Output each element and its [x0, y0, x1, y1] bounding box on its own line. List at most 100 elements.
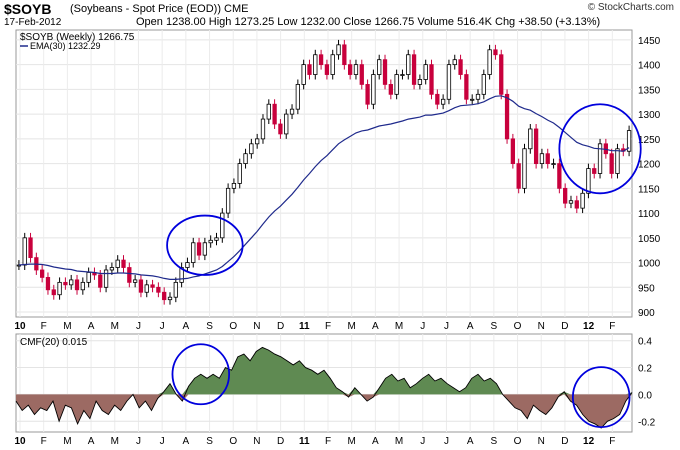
candle-body	[231, 182, 237, 189]
candle-body	[225, 187, 231, 214]
candle-body	[586, 168, 591, 194]
price-x-tick-label: A	[372, 321, 379, 332]
candle-body	[162, 291, 167, 301]
candle	[528, 124, 533, 154]
candle	[103, 265, 109, 293]
candle-body	[109, 267, 115, 271]
candle	[568, 195, 574, 209]
cmf-legend: CMF(20) 0.015	[20, 337, 88, 348]
candle-body	[255, 138, 260, 145]
price-y-tick-label: 1400	[638, 61, 661, 72]
highlight-circles	[166, 103, 642, 276]
cmf-x-tick-label: F	[325, 436, 331, 447]
candle	[295, 79, 300, 115]
price-y-tick-label: 1150	[638, 184, 660, 195]
candle	[510, 133, 516, 169]
price-x-tick-label: S	[206, 321, 213, 332]
candle	[214, 232, 219, 246]
candle-body	[86, 272, 91, 283]
candle	[74, 274, 80, 295]
candle	[417, 74, 423, 90]
price-y-tick-label: 1100	[638, 209, 660, 220]
candle-body	[464, 74, 469, 100]
candle-body	[388, 84, 393, 95]
price-x-tick-label: O	[514, 321, 522, 332]
candle-body	[417, 79, 423, 85]
candle-body	[295, 84, 300, 110]
highlight-circle	[558, 103, 642, 195]
candle	[260, 114, 266, 144]
candle	[225, 183, 231, 219]
candle	[237, 158, 242, 189]
candle-body	[510, 138, 516, 165]
candle-body	[528, 128, 533, 150]
candle-body	[208, 239, 213, 244]
price-x-tick-label: N	[538, 321, 545, 332]
candle	[266, 99, 271, 125]
candle-body	[557, 163, 562, 189]
highlight-circle	[166, 214, 244, 276]
price-x-tick-label: A	[183, 321, 190, 332]
candle-body	[626, 130, 632, 152]
price-x-tick-label: 11	[299, 321, 310, 332]
candle	[545, 148, 550, 169]
candle-body	[127, 267, 132, 283]
candle	[249, 138, 254, 159]
cmf-highlight-circle	[171, 343, 231, 406]
candle-body	[237, 163, 242, 184]
candle	[406, 49, 411, 80]
candle	[127, 262, 132, 288]
candle	[324, 59, 330, 80]
candle-body	[336, 44, 341, 56]
candle-body	[545, 153, 550, 165]
candle	[429, 59, 434, 100]
candle-body	[272, 103, 277, 125]
candle-body	[167, 296, 173, 301]
cmf-x-tick-label: J	[136, 436, 141, 447]
price-panel: 900 950 1000 1050 1100 1150 1200 1250 1300 1350 14…	[15, 29, 661, 319]
candle	[551, 158, 556, 169]
candle-body	[278, 123, 283, 135]
candle-body	[22, 237, 27, 266]
candle	[80, 277, 85, 295]
candle-body	[533, 128, 539, 165]
candle-body	[446, 64, 452, 100]
candle-body	[284, 113, 289, 135]
candle	[156, 282, 161, 298]
candle	[307, 59, 312, 80]
candle-body	[615, 148, 620, 174]
price-y-tick-label: 1300	[638, 110, 661, 121]
candle-body	[289, 108, 295, 115]
price-gridlines	[16, 30, 632, 317]
candle-body	[57, 281, 62, 296]
candle	[162, 287, 167, 305]
candle	[411, 49, 417, 90]
cmf-highlight-circles	[171, 343, 631, 428]
candle-body	[103, 269, 109, 288]
cmf-x-tick-label: S	[491, 436, 498, 447]
candle-body	[342, 44, 347, 66]
candle	[499, 49, 504, 100]
candle	[359, 59, 364, 90]
candle-body	[313, 54, 318, 75]
candle	[330, 49, 335, 80]
candle-body	[144, 284, 149, 293]
candle	[150, 279, 155, 293]
candle-body	[40, 269, 45, 278]
candle-body	[348, 64, 353, 75]
price-x-tick-label: F	[41, 321, 47, 332]
candle	[563, 183, 568, 209]
candle	[493, 44, 498, 60]
cmf-x-tick-label: J	[160, 436, 165, 447]
candle	[440, 94, 446, 110]
cmf-x-tick-label: 12	[583, 436, 595, 447]
candle-body	[522, 148, 527, 189]
candle-body	[440, 98, 446, 105]
candle-body	[609, 153, 614, 174]
brand-watermark: © StockCharts.com	[587, 2, 674, 13]
candle-body	[138, 279, 144, 293]
candle	[348, 59, 353, 80]
candle	[522, 143, 527, 194]
price-x-tick-label: O	[229, 321, 237, 332]
candle	[452, 54, 457, 70]
